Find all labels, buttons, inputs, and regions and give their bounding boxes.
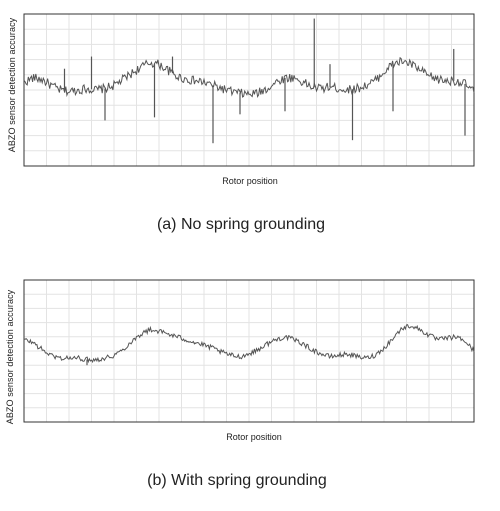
grid	[24, 280, 474, 422]
x-axis-label: Rotor position	[222, 176, 278, 186]
plot-area-a	[23, 13, 475, 167]
chart-caption: (b) With spring grounding	[147, 472, 327, 489]
grid	[24, 14, 474, 166]
chart-panel-a: ABZO sensor detection accuracy Rotor pos…	[0, 0, 500, 250]
y-axis-label: ABZO sensor detection accuracy	[7, 17, 17, 153]
chart-caption: (a) No spring grounding	[156, 216, 326, 233]
y-axis-label: ABZO sensor detection accuracy	[5, 289, 15, 425]
chart-panel-b: ABZO sensor detection accuracy Rotor pos…	[0, 256, 500, 511]
series-line	[23, 56, 475, 98]
plot-area-b	[23, 279, 475, 423]
series-line	[23, 324, 475, 364]
x-axis-label: Rotor position	[226, 432, 282, 442]
